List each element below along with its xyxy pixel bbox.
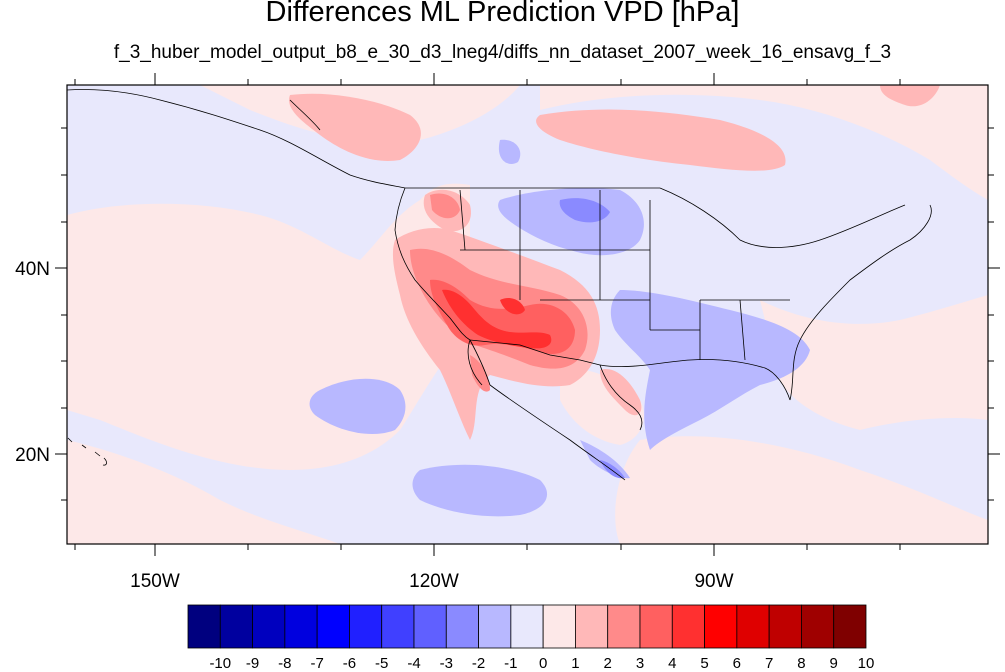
colorbar: -10 -9 -8 -7 -6 -5 -4 -3 -2 -1 0 1 2 3 4 5 6 7 8 9 10 [187,604,875,672]
colorbar-tick-label: -6 [343,655,356,672]
lat-label-20n: 20N [15,445,50,466]
colorbar-tick-label: -8 [278,655,291,672]
colorbar-swatch [575,604,609,649]
colorbar-swatch [349,604,383,649]
colorbar-tick-label: -7 [310,655,323,672]
colorbar-tick-label: -5 [375,655,388,672]
colorbar-swatch [219,604,253,649]
colorbar-swatch [510,604,544,649]
colorbar-tick-label: 4 [668,655,676,672]
colorbar-swatch [445,604,479,649]
colorbar-swatch [639,604,673,649]
lon-label-120w: 120W [409,571,459,592]
colorbar-tick-label: -10 [209,655,231,672]
axis-ticks [55,73,1000,556]
colorbar-tick-label: 3 [636,655,644,672]
moderate-negative-regions [559,198,625,479]
colorbar-tick-label: 5 [700,655,708,672]
colorbar-swatch [801,604,835,649]
colorbar-tick-label: 10 [858,655,875,672]
colorbar-swatch [413,604,447,649]
colorbar-swatch [187,604,221,649]
colorbar-swatch [736,604,770,649]
colorbar-tick-label: -4 [407,655,420,672]
colorbar-tick-label: 2 [604,655,612,672]
colorbar-swatch [284,604,318,649]
colorbar-tick-label: -3 [440,655,453,672]
colorbar-tick-label: -2 [472,655,485,672]
map-plot-area [67,85,988,544]
colorbar-swatch [704,604,738,649]
map-title: Differences ML Prediction VPD [hPa] [265,0,740,28]
colorbar-tick-label: 8 [797,655,805,672]
colorbar-swatch [833,604,867,649]
colorbar-swatch [316,604,350,649]
colorbar-tick-label: 9 [830,655,838,672]
colorbar-swatch [607,604,641,649]
map-outlines [67,89,932,481]
lon-label-90w: 90W [694,571,733,592]
lat-label-40n: 40N [15,259,50,280]
colorbar-swatch [252,604,286,649]
colorbar-swatch [542,604,576,649]
colorbar-tick-label: 7 [765,655,773,672]
lon-label-150w: 150W [130,571,180,592]
colorbar-tick-label: 0 [539,655,547,672]
colorbar-tick-label: -9 [246,655,259,672]
colorbar-swatch [768,604,802,649]
colorbar-tick-label: 6 [733,655,741,672]
colorbar-swatch [478,604,512,649]
map-subtitle: f_3_huber_model_output_b8_e_30_d3_lneg4/… [113,42,892,63]
very-high-positive-regions [442,289,552,349]
colorbar-tick-label: -1 [504,655,517,672]
colorbar-swatch [671,604,705,649]
colorbar-swatch [381,604,415,649]
colorbar-tick-label: 1 [571,655,579,672]
